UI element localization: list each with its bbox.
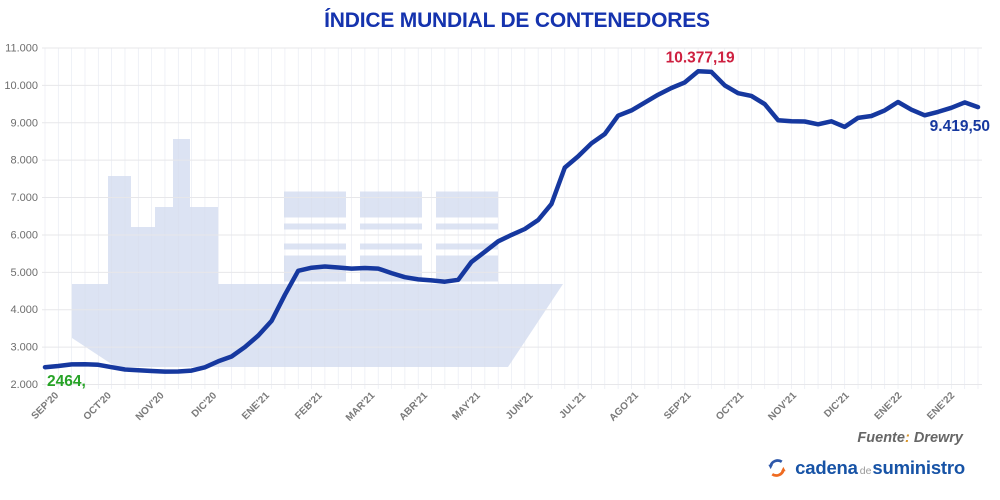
y-tick-label: 10.000 (4, 80, 38, 92)
source-label: Fuente (857, 430, 905, 446)
ship-bridge (131, 227, 218, 284)
y-tick-label: 5.000 (10, 267, 38, 279)
y-tick-label: 8.000 (10, 155, 38, 167)
ship-container (360, 191, 422, 218)
y-tick-label: 4.000 (10, 304, 38, 316)
x-tick-label: DIC'20 (190, 390, 220, 420)
x-tick-label: OCT'20 (82, 390, 115, 423)
brand-wordmark: cadena de suministro (795, 457, 965, 479)
ship-container (360, 223, 422, 230)
x-tick-label: DIC'21 (822, 390, 852, 420)
annotation-start: 2464, (47, 373, 86, 390)
x-tick-label: SEP'21 (662, 390, 694, 422)
brand-word-de: de (859, 465, 872, 477)
y-tick-label: 3.000 (10, 342, 38, 354)
brand-word-suministro: suministro (872, 457, 965, 478)
x-axis-labels: SEP'20 OCT'20 NOV'20 DIC'20 ENE'21 FEB'21 MAR'… (30, 390, 958, 424)
x-tick-label: OCT'21 (714, 390, 747, 423)
y-tick-label: 11.000 (5, 43, 38, 55)
ship-container (284, 191, 346, 218)
ship-watermark (72, 139, 563, 367)
annotation-end: 9.419,50 (930, 118, 990, 135)
source-note: Fuente: Drewry (857, 430, 963, 446)
ship-container (436, 243, 498, 250)
value-annotations: 2464, 10.377,19 9.419,50 (47, 49, 990, 390)
x-tick-label: NOV'20 (134, 390, 167, 423)
x-tick-label: JUL'21 (557, 390, 588, 421)
source-colon: : (904, 430, 910, 446)
y-tick-label: 7.000 (10, 192, 38, 204)
source-name: Drewry (913, 430, 963, 446)
sync-arrows-icon (768, 459, 786, 477)
x-tick-label: NOV'21 (766, 390, 799, 423)
ship-container (436, 191, 498, 218)
x-tick-label: MAR'21 (344, 390, 378, 424)
y-tick-label: 6.000 (10, 229, 38, 241)
brand-word-cadena: cadena (795, 457, 858, 478)
x-tick-label: ENE'21 (240, 390, 272, 422)
x-tick-label: AGO'21 (607, 390, 641, 424)
x-tick-label: MAY'21 (450, 390, 483, 423)
chart-title: ÍNDICE MUNDIAL DE CONTENEDORES (324, 9, 710, 32)
annotation-peak: 10.377,19 (666, 49, 735, 66)
wci-line (42, 69, 981, 374)
x-tick-label: FEB'21 (293, 390, 325, 422)
ship-container (436, 223, 498, 230)
y-tick-label: 2.000 (10, 379, 38, 391)
x-tick-label: JUN'21 (504, 390, 536, 422)
y-tick-label: 9.000 (10, 117, 38, 129)
ship-container (284, 243, 346, 250)
ship-cabin (155, 207, 218, 227)
x-tick-label: ABR'21 (397, 390, 430, 423)
x-tick-label: ENE'22 (925, 390, 957, 422)
ship-container (360, 243, 422, 250)
ship-container (284, 223, 346, 230)
x-tick-label: ENE'22 (873, 390, 905, 422)
y-axis-labels: 2.000 3.000 4.000 5.000 6.000 7.000 8.000 9.000… (4, 43, 38, 392)
brand-logo: cadena de suministro (766, 457, 965, 479)
wci-line-series (42, 69, 981, 374)
x-tick-label: SEP'20 (30, 390, 62, 422)
ship-hull (72, 284, 563, 367)
gridlines (42, 47, 982, 389)
